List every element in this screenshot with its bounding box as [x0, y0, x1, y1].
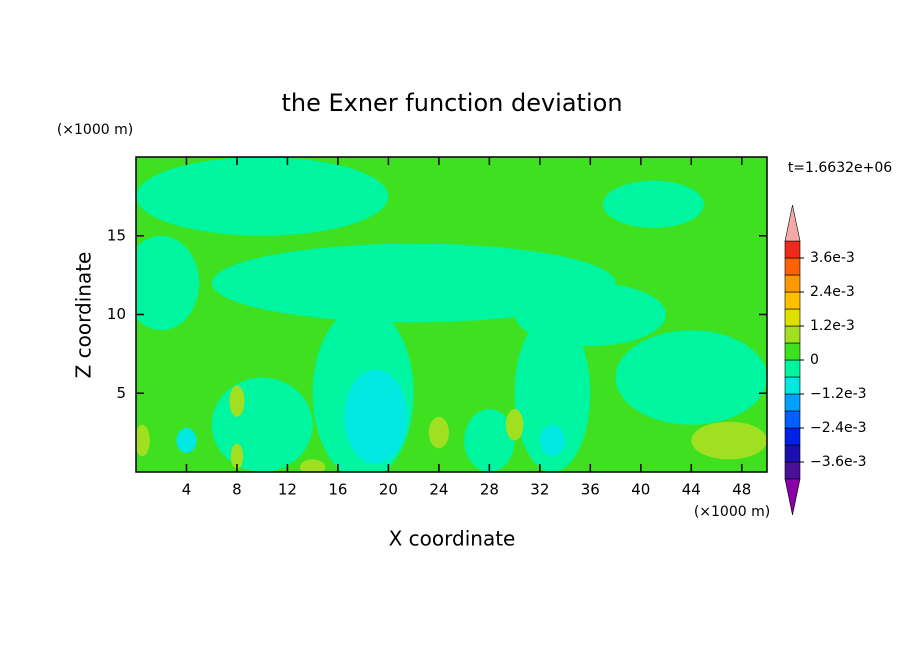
- x-tick-label: 40: [631, 481, 650, 499]
- contour-region: [136, 235, 200, 331]
- colorbar-over: [784, 204, 801, 242]
- x-tick-label: 20: [379, 481, 398, 499]
- contour-region: [615, 330, 767, 425]
- colorbar-tick-label: 0: [810, 352, 819, 368]
- colorbar-box: [784, 240, 801, 259]
- contour-region: [505, 409, 524, 441]
- colorbar-tick-label: 2.4e-3: [810, 284, 855, 300]
- contour-region: [539, 424, 566, 457]
- colorbar-box: [784, 410, 801, 429]
- colorbar-under: [784, 478, 801, 516]
- contour-region: [514, 283, 667, 346]
- y-unit: (×1000 m): [57, 122, 133, 138]
- x-tick-label: 12: [278, 481, 297, 499]
- colorbar-box: [784, 274, 801, 293]
- colorbar-box: [784, 342, 801, 361]
- colorbar-box: [784, 359, 801, 378]
- colorbar-tick-label: 1.2e-3: [810, 318, 855, 334]
- y-tick-label: 5: [116, 384, 126, 402]
- colorbar-tick-label: −1.2e-3: [810, 386, 867, 402]
- x-tick-label: 4: [182, 481, 192, 499]
- colorbar-box: [784, 461, 801, 480]
- colorbar-box: [784, 393, 801, 412]
- x-tick-label: 16: [328, 481, 347, 499]
- colorbar-box: [784, 376, 801, 395]
- x-tick-label: 48: [732, 481, 751, 499]
- contour-region: [136, 157, 389, 236]
- x-axis-title: X coordinate: [389, 527, 516, 551]
- x-tick-label: 8: [232, 481, 242, 499]
- y-axis-title: Z coordinate: [72, 252, 96, 379]
- contour-region: [691, 421, 767, 460]
- y-tick-label: 15: [107, 226, 126, 244]
- contour-region: [176, 427, 197, 454]
- x-tick-label: 28: [480, 481, 499, 499]
- colorbar-box: [784, 444, 801, 463]
- contour-region: [464, 409, 515, 472]
- contour-field: [136, 157, 767, 472]
- chart-title: the Exner function deviation: [281, 89, 622, 117]
- contour-region: [514, 314, 591, 472]
- colorbar-box: [784, 308, 801, 327]
- x-unit: (×1000 m): [694, 504, 770, 520]
- x-tick-label: 36: [581, 481, 600, 499]
- contour-region: [428, 416, 449, 449]
- colorbar-box: [784, 427, 801, 446]
- contour-region: [229, 385, 245, 417]
- contour-region: [211, 377, 313, 472]
- contour-region: [602, 180, 704, 228]
- contour-region: [344, 369, 408, 465]
- contour-region: [136, 424, 150, 457]
- colorbar-box: [784, 291, 801, 310]
- colorbar-tick-label: 3.6e-3: [810, 250, 855, 266]
- contour-region: [230, 443, 244, 469]
- colorbar-tick-label: −3.6e-3: [810, 454, 867, 470]
- time-label: t=1.6632e+06: [788, 160, 892, 176]
- x-tick-label: 32: [530, 481, 549, 499]
- contour-region: [300, 459, 326, 472]
- x-tick-label: 24: [429, 481, 448, 499]
- contour-region: [211, 243, 616, 323]
- x-tick-label: 44: [682, 481, 701, 499]
- colorbar-box: [784, 257, 801, 276]
- y-tick-label: 10: [107, 305, 126, 323]
- colorbar-box: [784, 325, 801, 344]
- colorbar-tick-label: −2.4e-3: [810, 420, 867, 436]
